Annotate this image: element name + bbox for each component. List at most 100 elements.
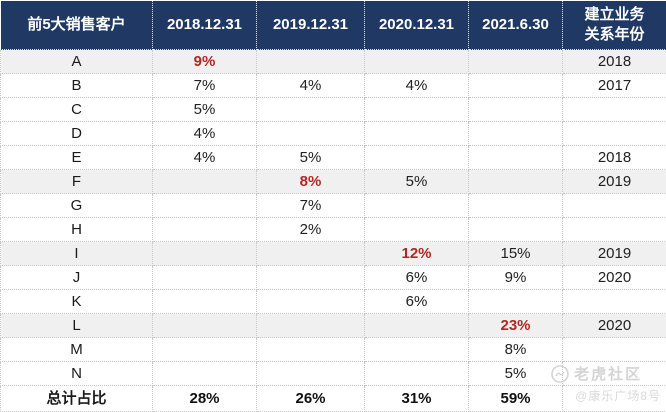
value-cell-2018 xyxy=(152,241,257,266)
total-row: 总计占比 28% 26% 31% 59% xyxy=(0,385,666,412)
value-cell-2019: 2% xyxy=(256,217,365,242)
value-cell-2019 xyxy=(256,313,365,338)
total-year-cell xyxy=(562,385,666,412)
relationship-year-cell: 2017 xyxy=(562,73,666,98)
relationship-year-label: 建立业务关系年份 xyxy=(584,6,645,43)
table-row: G 7% xyxy=(0,193,666,218)
relationship-year-cell xyxy=(562,193,666,218)
value-cell-2019 xyxy=(256,289,365,314)
value-cell-2020: 6% xyxy=(364,289,469,314)
value-cell-2019: 5% xyxy=(256,145,365,170)
value-cell-2020 xyxy=(364,337,469,362)
table-row: M 8% xyxy=(0,337,666,362)
value-cell-2020 xyxy=(364,49,469,74)
value-cell-2021 xyxy=(468,289,563,314)
customer-cell: L xyxy=(0,313,153,338)
value-cell-2021 xyxy=(468,49,563,74)
value-cell-2019 xyxy=(256,361,365,386)
table-row: F 8% 5% 2019 xyxy=(0,169,666,194)
value-cell-2021: 9% xyxy=(468,265,563,290)
value-cell-2018 xyxy=(152,313,257,338)
table-row: C 5% xyxy=(0,97,666,122)
relationship-year-cell xyxy=(562,337,666,362)
value-cell-2021 xyxy=(468,97,563,122)
customer-cell: D xyxy=(0,121,153,146)
value-cell-2021 xyxy=(468,193,563,218)
total-value-2019: 26% xyxy=(256,385,365,412)
total-value-2020: 31% xyxy=(364,385,469,412)
relationship-year-cell: 2020 xyxy=(562,313,666,338)
value-cell-2021: 15% xyxy=(468,241,563,266)
value-cell-2020: 12% xyxy=(364,241,469,266)
value-cell-2019: 4% xyxy=(256,73,365,98)
customer-cell: I xyxy=(0,241,153,266)
table-row: H 2% xyxy=(0,217,666,242)
value-cell-2018 xyxy=(152,337,257,362)
value-cell-2018 xyxy=(152,169,257,194)
value-cell-2020 xyxy=(364,361,469,386)
customer-cell: H xyxy=(0,217,153,242)
value-cell-2019 xyxy=(256,121,365,146)
customer-cell: A xyxy=(0,49,153,74)
value-cell-2018: 4% xyxy=(152,121,257,146)
value-cell-2018 xyxy=(152,289,257,314)
column-header-2018-12-31: 2018.12.31 xyxy=(152,0,257,50)
value-cell-2020 xyxy=(364,145,469,170)
value-cell-2020: 6% xyxy=(364,265,469,290)
column-header-customers: 前5大销售客户 xyxy=(0,0,153,50)
value-cell-2020 xyxy=(364,193,469,218)
value-cell-2018 xyxy=(152,361,257,386)
relationship-year-cell xyxy=(562,361,666,386)
customer-cell: K xyxy=(0,289,153,314)
value-cell-2019: 8% xyxy=(256,169,365,194)
value-cell-2018 xyxy=(152,217,257,242)
value-cell-2021 xyxy=(468,217,563,242)
table-row: D 4% xyxy=(0,121,666,146)
value-cell-2021 xyxy=(468,145,563,170)
value-cell-2019 xyxy=(256,337,365,362)
value-cell-2020 xyxy=(364,97,469,122)
customer-cell: B xyxy=(0,73,153,98)
relationship-year-cell: 2019 xyxy=(562,169,666,194)
value-cell-2021 xyxy=(468,73,563,98)
header-row: 前5大销售客户 2018.12.31 2019.12.31 2020.12.31… xyxy=(0,0,666,50)
column-header-relationship-year: 建立业务关系年份 xyxy=(562,0,666,50)
value-cell-2021: 8% xyxy=(468,337,563,362)
value-cell-2020: 5% xyxy=(364,169,469,194)
table-row: I 12% 15% 2019 xyxy=(0,241,666,266)
total-value-2021: 59% xyxy=(468,385,563,412)
relationship-year-cell: 2018 xyxy=(562,145,666,170)
value-cell-2019 xyxy=(256,265,365,290)
value-cell-2020 xyxy=(364,313,469,338)
table-row: B 7% 4% 4% 2017 xyxy=(0,73,666,98)
value-cell-2021 xyxy=(468,121,563,146)
column-header-2021-6-30: 2021.6.30 xyxy=(468,0,563,50)
table-row: L 23% 2020 xyxy=(0,313,666,338)
table-row: N 5% xyxy=(0,361,666,386)
value-cell-2019 xyxy=(256,241,365,266)
customer-cell: N xyxy=(0,361,153,386)
relationship-year-cell: 2018 xyxy=(562,49,666,74)
total-label: 总计占比 xyxy=(0,385,153,412)
value-cell-2020: 4% xyxy=(364,73,469,98)
table-row: K 6% xyxy=(0,289,666,314)
value-cell-2021: 5% xyxy=(468,361,563,386)
value-cell-2019 xyxy=(256,97,365,122)
value-cell-2019 xyxy=(256,49,365,74)
relationship-year-cell xyxy=(562,289,666,314)
value-cell-2018: 7% xyxy=(152,73,257,98)
value-cell-2018: 9% xyxy=(152,49,257,74)
value-cell-2019: 7% xyxy=(256,193,365,218)
value-cell-2018 xyxy=(152,193,257,218)
value-cell-2018 xyxy=(152,265,257,290)
column-header-2020-12-31: 2020.12.31 xyxy=(364,0,469,50)
column-header-2019-12-31: 2019.12.31 xyxy=(256,0,365,50)
value-cell-2018: 4% xyxy=(152,145,257,170)
relationship-year-cell: 2019 xyxy=(562,241,666,266)
customer-cell: M xyxy=(0,337,153,362)
relationship-year-cell: 2020 xyxy=(562,265,666,290)
customer-cell: J xyxy=(0,265,153,290)
relationship-year-cell xyxy=(562,121,666,146)
